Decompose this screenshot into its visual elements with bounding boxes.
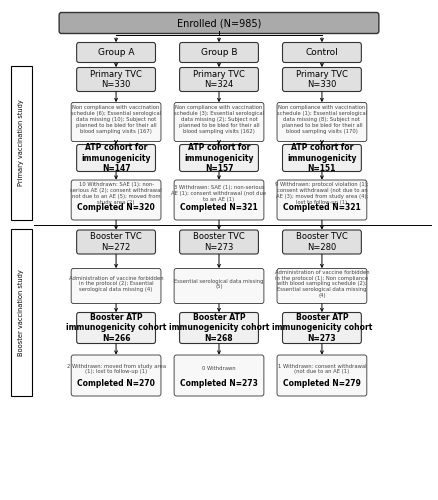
FancyBboxPatch shape [277, 355, 367, 396]
Text: Completed N=273: Completed N=273 [180, 380, 258, 388]
Text: 0 Withdrawn: 0 Withdrawn [202, 366, 236, 372]
Text: Booster TVC
N=280: Booster TVC N=280 [296, 232, 348, 252]
Text: 9 Withdrawn: protocol violation (1);
consent withdrawal (not due to an
AE (3); m: 9 Withdrawn: protocol violation (1); con… [275, 182, 369, 204]
FancyBboxPatch shape [71, 355, 161, 396]
Text: Enrolled (N=985): Enrolled (N=985) [177, 18, 261, 28]
FancyBboxPatch shape [71, 180, 161, 220]
FancyBboxPatch shape [174, 102, 264, 142]
FancyBboxPatch shape [283, 230, 361, 254]
FancyBboxPatch shape [71, 102, 161, 142]
FancyBboxPatch shape [180, 68, 258, 92]
FancyBboxPatch shape [283, 68, 361, 92]
Text: ATP cohort for
immunogenicity
N=151: ATP cohort for immunogenicity N=151 [287, 143, 357, 173]
FancyBboxPatch shape [277, 180, 367, 220]
FancyBboxPatch shape [180, 312, 258, 344]
FancyBboxPatch shape [59, 12, 379, 34]
Text: Group B: Group B [201, 48, 237, 57]
Text: 2 Withdrawn: moved from study area
(1); lost to follow-up (1): 2 Withdrawn: moved from study area (1); … [67, 364, 166, 374]
Text: Completed N=279: Completed N=279 [283, 380, 361, 388]
Text: 3 Withdrawn: SAE (1); non-serious
AE (1); consent withdrawal (not due
to an AE (: 3 Withdrawn: SAE (1); non-serious AE (1)… [171, 185, 267, 202]
Text: Completed N=270: Completed N=270 [77, 380, 155, 388]
Text: Completed N=320: Completed N=320 [77, 204, 155, 212]
Text: Essential serological data missing
(5): Essential serological data missing (5) [174, 278, 264, 289]
Text: Booster ATP
immunogenicity cohort
N=266: Booster ATP immunogenicity cohort N=266 [66, 313, 166, 343]
Text: Non compliance with vaccination
schedule (6); Essential serological
data missing: Non compliance with vaccination schedule… [71, 106, 161, 134]
Text: Booster TVC
N=273: Booster TVC N=273 [193, 232, 245, 252]
Text: Primary vaccination study: Primary vaccination study [18, 100, 25, 186]
Text: 1 Withdrawn: consent withdrawal
(not due to an AE (1): 1 Withdrawn: consent withdrawal (not due… [278, 364, 366, 374]
FancyBboxPatch shape [11, 66, 32, 220]
FancyBboxPatch shape [77, 68, 155, 92]
FancyBboxPatch shape [180, 230, 258, 254]
Text: Non compliance with vaccination
schedule (1); Essential serological
data missing: Non compliance with vaccination schedule… [277, 106, 367, 134]
FancyBboxPatch shape [283, 312, 361, 344]
Text: Control: Control [306, 48, 338, 57]
Text: Booster ATP
immunogenicity cohort
N=268: Booster ATP immunogenicity cohort N=268 [169, 313, 269, 343]
Text: ATP cohort for
immunogenicity
N=157: ATP cohort for immunogenicity N=157 [184, 143, 254, 173]
Text: Completed N=321: Completed N=321 [283, 204, 361, 212]
Text: Booster TVC
N=272: Booster TVC N=272 [90, 232, 142, 252]
Text: Group A: Group A [98, 48, 134, 57]
FancyBboxPatch shape [277, 102, 367, 142]
Text: Booster ATP
immunogenicity cohort
N=273: Booster ATP immunogenicity cohort N=273 [272, 313, 372, 343]
Text: Booster vaccination study: Booster vaccination study [18, 269, 25, 356]
FancyBboxPatch shape [77, 42, 155, 62]
FancyBboxPatch shape [180, 42, 258, 62]
FancyBboxPatch shape [77, 312, 155, 344]
FancyBboxPatch shape [71, 268, 161, 304]
Text: Primary TVC
N=330: Primary TVC N=330 [90, 70, 142, 89]
FancyBboxPatch shape [283, 42, 361, 62]
FancyBboxPatch shape [174, 268, 264, 304]
FancyBboxPatch shape [11, 228, 32, 396]
Text: Non compliance with vaccination
schedule (3); Essential serological
data missing: Non compliance with vaccination schedule… [174, 106, 264, 134]
Text: Primary TVC
N=330: Primary TVC N=330 [296, 70, 348, 89]
FancyBboxPatch shape [174, 355, 264, 396]
Text: Administration of vaccine forbidden
in the protocol (1); Non compliance
with blo: Administration of vaccine forbidden in t… [275, 270, 369, 298]
FancyBboxPatch shape [283, 144, 361, 172]
FancyBboxPatch shape [174, 180, 264, 220]
FancyBboxPatch shape [77, 144, 155, 172]
Text: Completed N=321: Completed N=321 [180, 204, 258, 212]
Text: ATP cohort for
immunogenicity
N=147: ATP cohort for immunogenicity N=147 [81, 143, 151, 173]
FancyBboxPatch shape [277, 268, 367, 304]
Text: Primary TVC
N=324: Primary TVC N=324 [193, 70, 245, 89]
FancyBboxPatch shape [180, 144, 258, 172]
FancyBboxPatch shape [77, 230, 155, 254]
Text: 10 Withdrawn: SAE (1); non-
serious AE (2); consent withdrawal
not due to an AE : 10 Withdrawn: SAE (1); non- serious AE (… [70, 182, 162, 204]
Text: Administration of vaccine forbidden
in the protocol (2); Essential
serological d: Administration of vaccine forbidden in t… [69, 276, 163, 292]
